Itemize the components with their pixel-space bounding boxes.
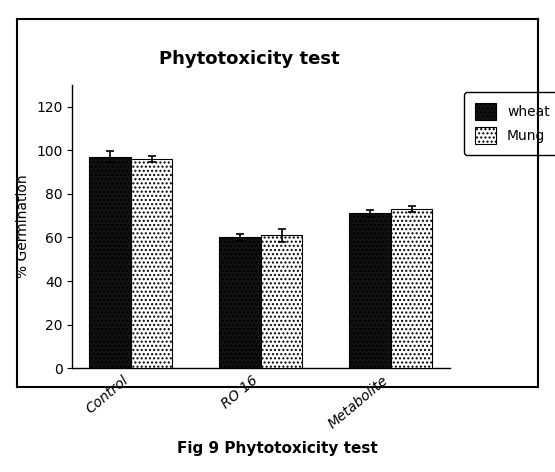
Bar [391,209,432,368]
Bar [349,213,391,368]
Bar [131,159,173,368]
Bar [219,237,261,368]
Bar [261,235,302,368]
Text: Phytotoxicity test: Phytotoxicity test [159,50,340,68]
Text: Fig 9 Phytotoxicity test: Fig 9 Phytotoxicity test [177,441,378,456]
Y-axis label: % Germination: % Germination [17,175,31,278]
Bar [89,157,131,368]
Legend: wheat, Mung: wheat, Mung [464,92,555,155]
